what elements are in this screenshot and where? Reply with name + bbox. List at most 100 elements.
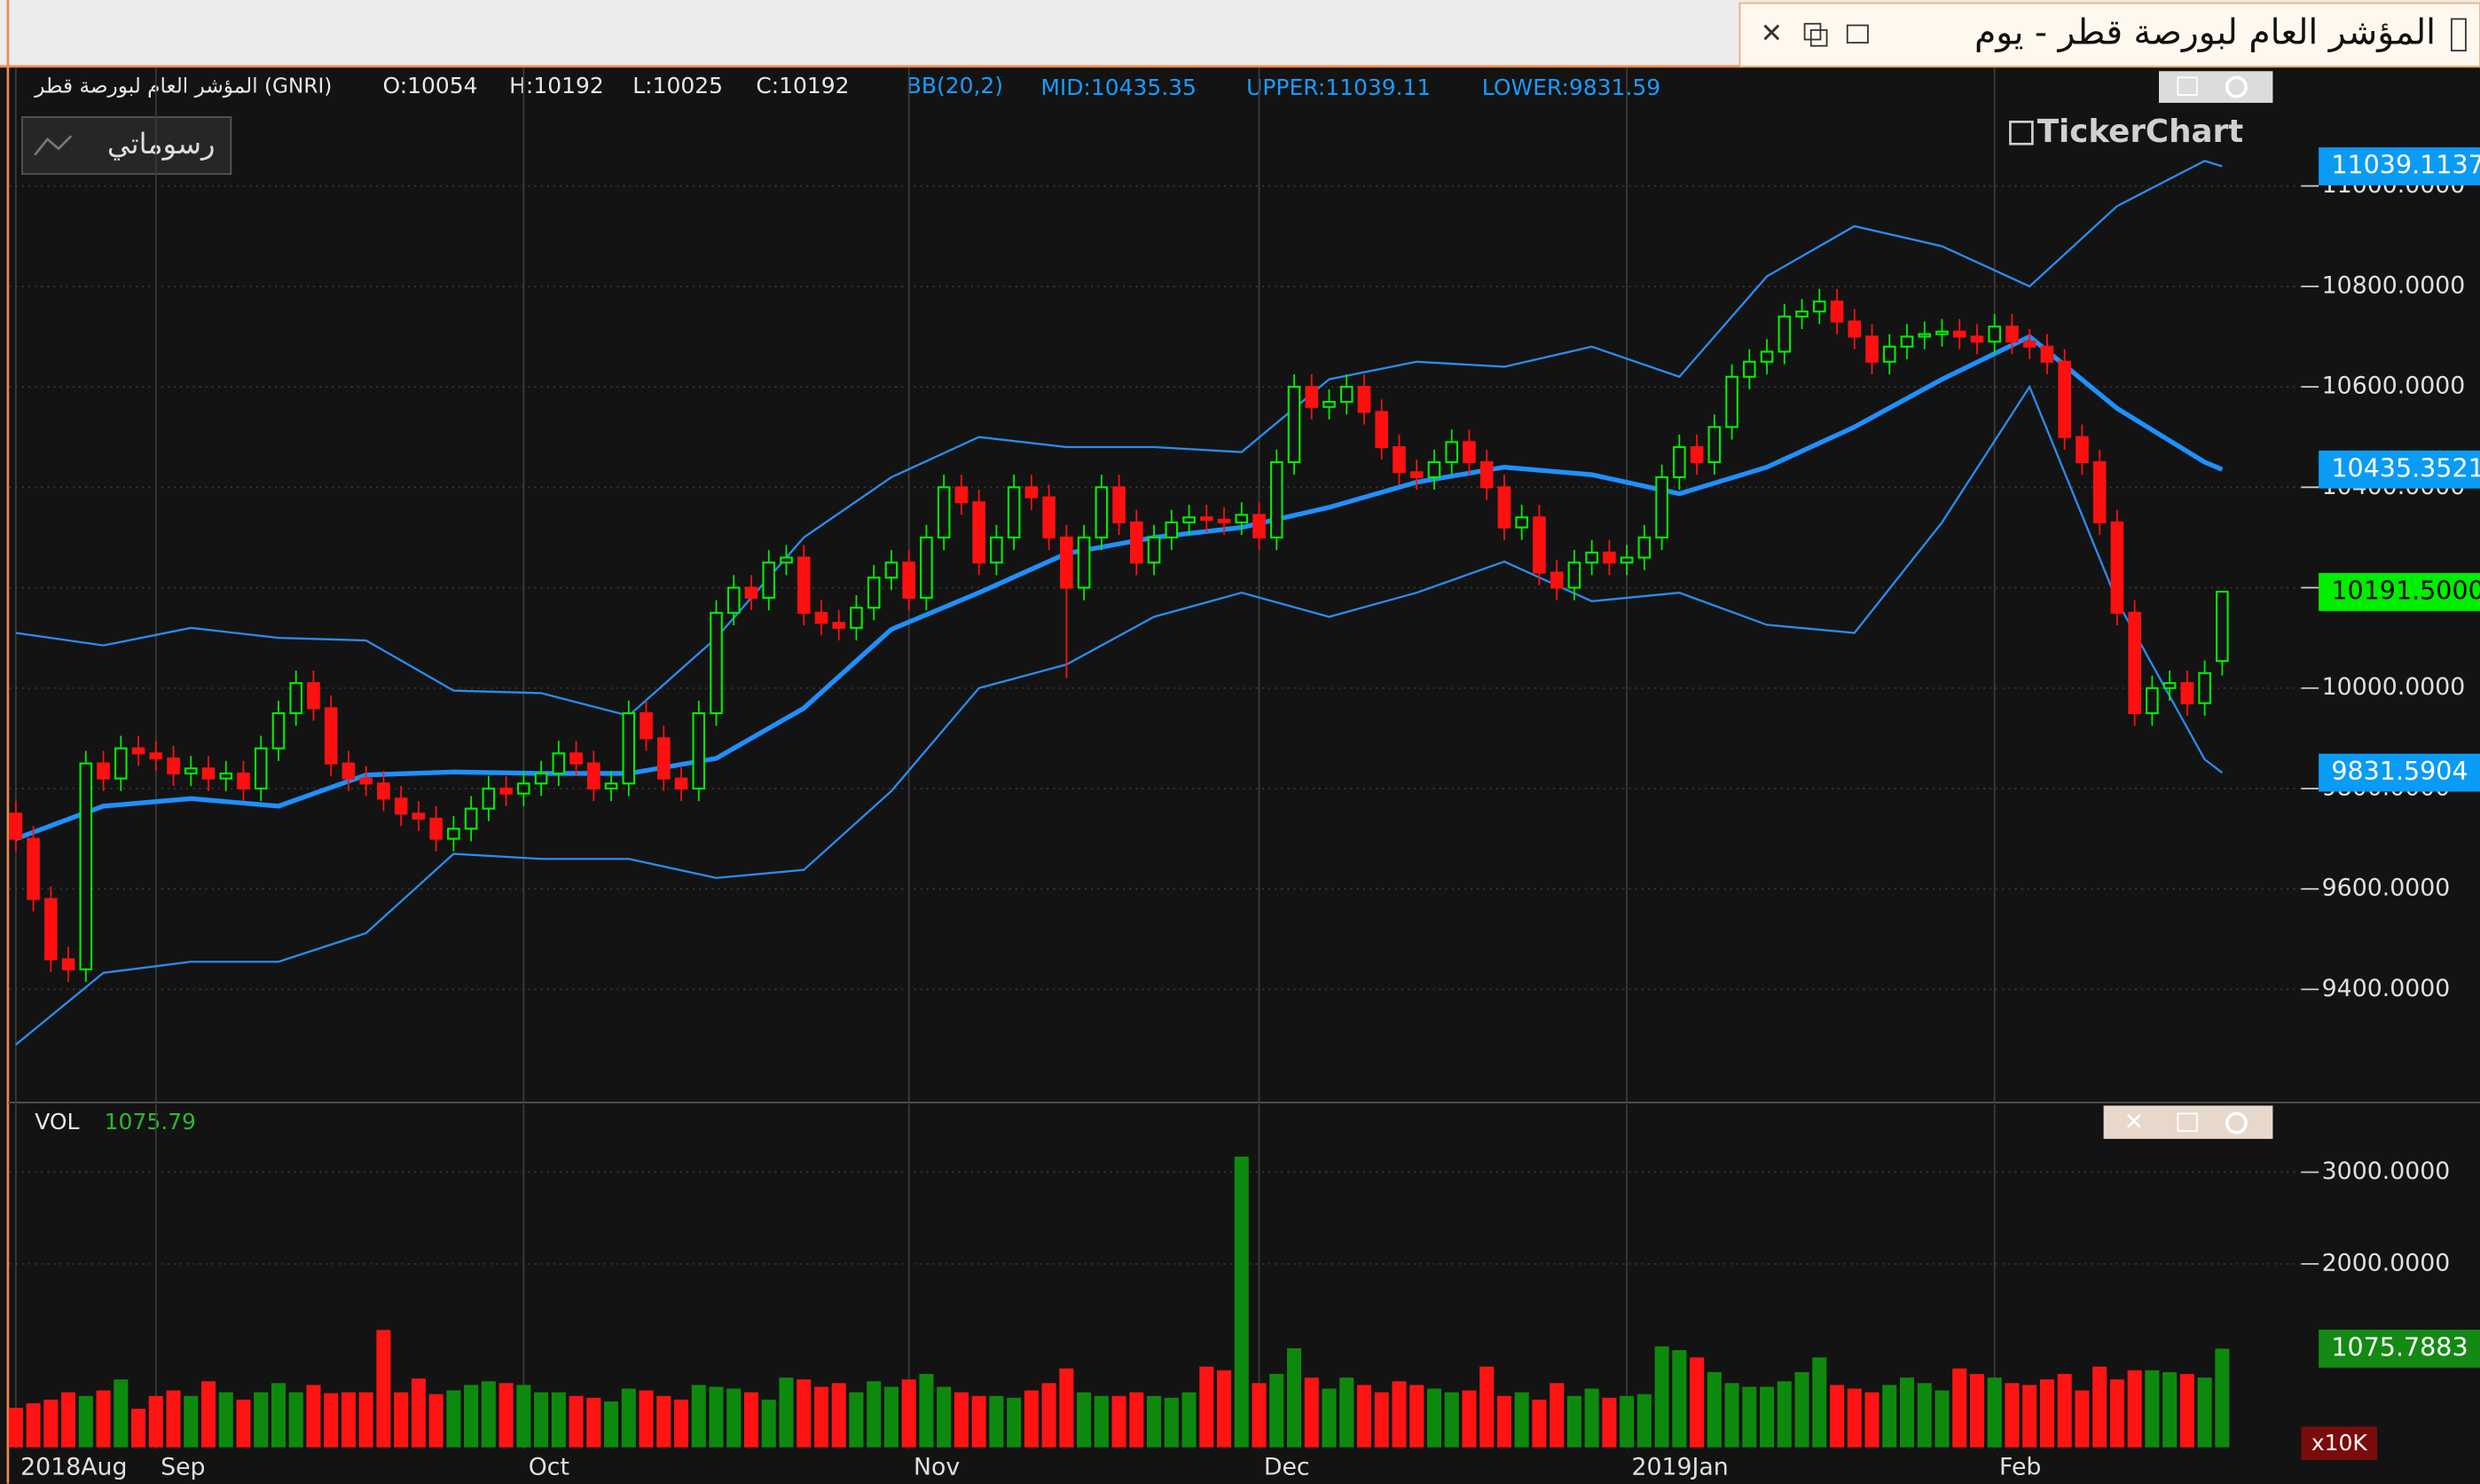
volume-bar — [1462, 1390, 1477, 1448]
volume-bar — [200, 1381, 216, 1448]
volume-bar — [1181, 1392, 1197, 1448]
volume-bar — [639, 1390, 654, 1448]
candle-body — [2022, 341, 2037, 348]
indicator-value: MID:10435.35 — [1040, 75, 1197, 100]
candle-body — [1060, 536, 1073, 589]
close-icon[interactable]: ✕ — [1761, 19, 1783, 50]
volume-bar — [1234, 1156, 1249, 1448]
candle-body — [394, 797, 408, 815]
volume-bar — [1584, 1388, 1599, 1448]
volume-bar — [1882, 1385, 1897, 1448]
candle-body — [604, 782, 618, 790]
candle-body — [1655, 475, 1668, 538]
volume-bar — [1952, 1368, 1967, 1448]
candle-body — [1147, 536, 1161, 564]
volume-bar — [604, 1401, 619, 1448]
candle-body — [79, 762, 93, 970]
candle-body — [149, 752, 163, 760]
settings-icon[interactable] — [2225, 1111, 2248, 1135]
candle-body — [1479, 460, 1494, 489]
candle-body — [2110, 521, 2124, 614]
candle-body — [1848, 320, 1862, 338]
candle-body — [271, 711, 286, 750]
candle-body — [1182, 516, 1196, 524]
candle-body — [1269, 460, 1283, 538]
candle-body — [2128, 611, 2141, 715]
candle-body — [1742, 360, 1756, 378]
button-icon — [34, 135, 73, 156]
volume-bar — [1479, 1366, 1495, 1448]
candle-body — [2180, 682, 2194, 704]
bollinger-band — [15, 160, 2223, 718]
volume-bar — [2005, 1383, 2020, 1448]
maximize-icon[interactable] — [2177, 1112, 2198, 1132]
volume-bar — [743, 1392, 759, 1448]
candle-body — [2058, 360, 2071, 438]
candle-body — [1095, 486, 1109, 538]
volume-bar — [709, 1386, 724, 1448]
ohlc-label: H:10192 — [509, 73, 604, 98]
volume-bar — [61, 1392, 76, 1448]
volume-bar — [849, 1392, 864, 1448]
candle-body — [1533, 516, 1546, 574]
volume-bar — [586, 1397, 601, 1448]
volume-bar — [1724, 1383, 1739, 1448]
candle-body — [1603, 551, 1616, 564]
candle-body — [1427, 460, 1441, 479]
volume-bar — [341, 1392, 356, 1448]
candle-body — [377, 782, 390, 800]
candle-body — [1112, 486, 1126, 524]
indicator-value: LOWER:9831.59 — [1482, 75, 1660, 100]
maximize-icon[interactable] — [2177, 76, 2198, 96]
volume-bar — [1847, 1388, 1862, 1448]
pin-icon[interactable] — [1846, 24, 1869, 44]
candle-body — [1375, 411, 1389, 449]
candle-body — [517, 782, 530, 795]
volume-bar — [288, 1392, 303, 1448]
settings-icon[interactable] — [2225, 75, 2248, 98]
candle-body — [289, 682, 303, 715]
candle-body — [1024, 486, 1039, 499]
candle-body — [464, 807, 478, 830]
volume-bar — [1829, 1385, 1845, 1448]
volume-bar — [2197, 1378, 2212, 1448]
candle-body — [850, 607, 863, 629]
volume-title: VOL — [35, 1109, 79, 1135]
volume-bar — [166, 1390, 181, 1448]
volume-bar — [516, 1385, 531, 1448]
volume-bar — [1024, 1390, 1039, 1448]
candle-body — [1585, 551, 1598, 564]
candle-body — [1725, 375, 1738, 428]
volume-bar — [1252, 1383, 1267, 1448]
volume-bar — [1514, 1392, 1529, 1448]
candle-body — [2216, 590, 2229, 663]
volume-bar — [901, 1379, 916, 1448]
ohlc-label: O:10054 — [383, 73, 478, 98]
candle-body — [1007, 486, 1021, 538]
candle-body — [726, 586, 741, 614]
volume-bar — [1059, 1368, 1074, 1448]
drawings-button[interactable] — [21, 116, 232, 176]
restore-icon[interactable] — [1803, 22, 1822, 41]
candle-body — [954, 486, 969, 504]
candle-body — [359, 777, 373, 785]
close-icon[interactable]: ✕ — [2124, 1109, 2144, 1136]
candle-body — [937, 486, 951, 538]
volume-bar — [358, 1392, 373, 1448]
x-tick-label: Sep — [161, 1453, 205, 1480]
candle-body — [1673, 445, 1686, 479]
candle-body — [972, 501, 985, 564]
volume-bar — [1041, 1383, 1056, 1448]
candle-body — [114, 747, 128, 780]
volume-bar — [867, 1381, 882, 1448]
volume-bar — [937, 1386, 952, 1448]
button-label[interactable]: رسوماتي — [107, 127, 216, 161]
volume-bar — [2179, 1373, 2194, 1448]
volume-bar — [184, 1395, 199, 1448]
volume-bar — [2215, 1348, 2230, 1448]
candle-body — [1690, 445, 1704, 464]
candle-body — [884, 561, 899, 579]
candle-body — [1988, 326, 2002, 343]
candle-body — [1042, 496, 1056, 538]
candle-body — [307, 682, 320, 710]
